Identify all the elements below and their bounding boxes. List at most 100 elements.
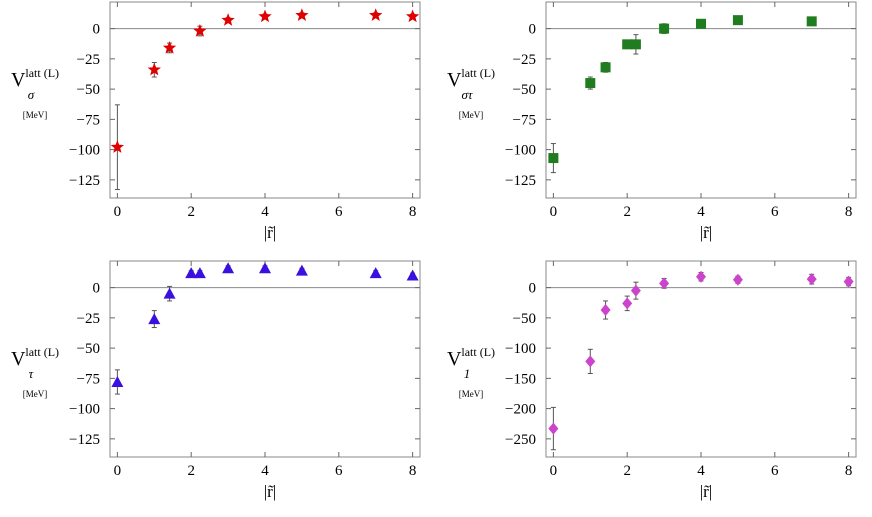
x-tick-label: 6 bbox=[771, 463, 779, 479]
x-tick-label: 2 bbox=[623, 463, 631, 479]
data-point bbox=[148, 310, 161, 329]
data-point bbox=[600, 61, 611, 73]
y-label-main: V bbox=[10, 348, 26, 370]
y-tick-label: −25 bbox=[513, 52, 536, 68]
data-point bbox=[732, 15, 743, 26]
y-tick-label: 0 bbox=[93, 281, 101, 297]
triangle-marker bbox=[185, 267, 198, 279]
x-axis-label: |r̃| bbox=[264, 482, 276, 501]
y-label-unit: [MeV] bbox=[458, 389, 484, 399]
data-point bbox=[659, 277, 670, 290]
x-tick-label: 0 bbox=[550, 463, 558, 479]
diamond-marker bbox=[659, 277, 670, 290]
star-marker bbox=[258, 9, 272, 23]
x-tick-label: 2 bbox=[187, 463, 195, 479]
y-tick-label: −50 bbox=[513, 311, 536, 327]
data-point bbox=[406, 269, 419, 281]
y-axis-label: Vlatt (L) τ [MeV] bbox=[0, 345, 70, 399]
data-point bbox=[600, 300, 611, 320]
x-tick-label: 0 bbox=[114, 463, 122, 479]
y-axis-label: Vlatt (L) 1 [MeV] bbox=[436, 345, 506, 399]
y-tick-label: −100 bbox=[69, 143, 100, 159]
data-point bbox=[696, 270, 706, 283]
data-point bbox=[732, 273, 743, 286]
x-axis-label: |r̃| bbox=[700, 223, 712, 242]
chart-panel-tau: Vlatt (L) τ [MeV] 0 −25 −50 −75 −100 −125 0 2 4 6 8 |r… bbox=[0, 259, 436, 517]
chart-panel-one: Vlatt (L) 1 [MeV] 0 −50 −100 −150 −200 −250 0 2 4 6 8… bbox=[436, 259, 872, 517]
star-marker bbox=[405, 9, 420, 23]
data-point bbox=[806, 16, 817, 27]
x-tick-label: 8 bbox=[409, 463, 417, 479]
data-point bbox=[163, 285, 176, 302]
data-point bbox=[806, 273, 817, 286]
y-tick-label: −250 bbox=[505, 432, 536, 448]
star-marker bbox=[369, 8, 383, 21]
data-point bbox=[405, 9, 420, 23]
square-marker bbox=[600, 62, 611, 73]
square-marker bbox=[622, 39, 633, 50]
data-point bbox=[162, 40, 177, 54]
x-axis-label: |r̃| bbox=[700, 482, 712, 501]
x-tick-label: 6 bbox=[335, 204, 343, 220]
chart-svg: 0 −25 −50 −75 −100 −125 0 2 4 6 8 |r̃| bbox=[69, 260, 421, 501]
data-point bbox=[696, 18, 706, 29]
data-point bbox=[295, 8, 309, 21]
y-tick-label: −50 bbox=[77, 341, 100, 357]
data-point bbox=[222, 262, 235, 274]
square-marker bbox=[696, 18, 706, 29]
data-point bbox=[630, 34, 641, 55]
star-marker bbox=[110, 140, 125, 153]
y-tick-label: −25 bbox=[77, 311, 100, 327]
y-label-superscript: latt (L) bbox=[461, 345, 496, 359]
square-marker bbox=[732, 15, 743, 26]
y-label-unit: [MeV] bbox=[458, 110, 484, 120]
y-label-main: V bbox=[10, 69, 26, 91]
star-marker bbox=[193, 24, 207, 37]
x-tick-label: 0 bbox=[550, 204, 558, 220]
x-tick-label: 0 bbox=[114, 204, 122, 220]
x-tick-label: 4 bbox=[261, 463, 269, 479]
data-point bbox=[630, 281, 641, 300]
triangle-marker bbox=[369, 267, 382, 279]
y-label-subscript: στ bbox=[461, 87, 473, 102]
x-tick-label: 6 bbox=[771, 204, 779, 220]
data-point bbox=[548, 143, 559, 174]
star-marker bbox=[295, 8, 309, 21]
x-tick-label: 6 bbox=[335, 463, 343, 479]
data-point bbox=[622, 39, 633, 50]
diamond-marker bbox=[585, 355, 596, 368]
data-point bbox=[259, 262, 271, 274]
y-label-subscript: τ bbox=[28, 366, 34, 381]
data-point bbox=[843, 275, 854, 288]
y-tick-label: −50 bbox=[77, 82, 100, 98]
x-tick-label: 8 bbox=[409, 204, 417, 220]
star-marker bbox=[147, 62, 161, 76]
y-tick-label: −150 bbox=[505, 371, 536, 387]
diamond-marker bbox=[806, 273, 817, 286]
y-tick-label: −100 bbox=[505, 143, 536, 159]
y-tick-label: −25 bbox=[77, 52, 100, 68]
y-tick-label: −75 bbox=[77, 371, 100, 387]
x-tick-label: 2 bbox=[623, 204, 631, 220]
y-tick-label: −100 bbox=[69, 402, 100, 418]
diamond-marker bbox=[548, 422, 559, 435]
data-point bbox=[622, 295, 633, 312]
triangle-marker bbox=[259, 262, 271, 274]
triangle-marker bbox=[193, 267, 206, 279]
y-tick-label: 0 bbox=[529, 22, 537, 38]
data-point bbox=[585, 76, 596, 90]
x-tick-label: 4 bbox=[697, 463, 705, 479]
y-label-main: V bbox=[446, 69, 462, 91]
y-tick-label: −125 bbox=[69, 432, 100, 448]
y-label-superscript: latt (L) bbox=[25, 66, 60, 80]
diamond-marker bbox=[622, 297, 633, 310]
square-marker bbox=[659, 23, 670, 34]
y-tick-label: 0 bbox=[529, 281, 537, 297]
square-marker bbox=[630, 39, 641, 50]
data-point bbox=[258, 9, 272, 23]
square-marker bbox=[585, 78, 596, 89]
data-point bbox=[369, 267, 382, 279]
x-tick-label: 4 bbox=[261, 204, 269, 220]
data-point bbox=[185, 267, 198, 279]
y-tick-label: −50 bbox=[513, 82, 536, 98]
